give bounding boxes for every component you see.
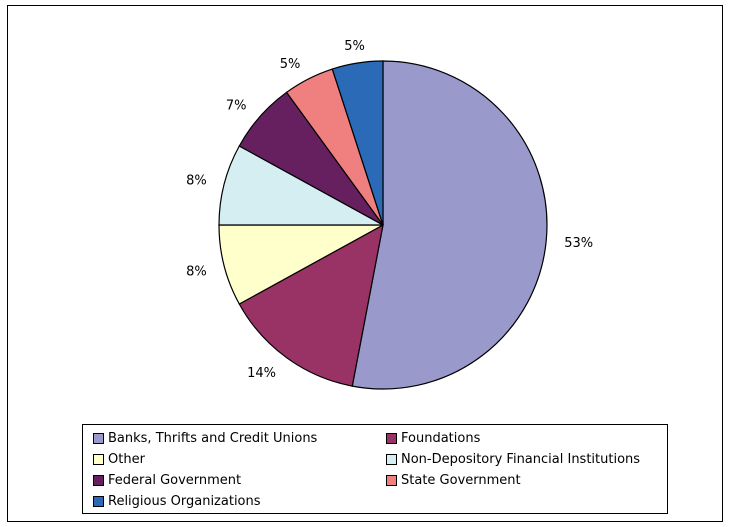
- legend-swatch-non-depository: [386, 453, 397, 465]
- legend-swatch-state: [386, 474, 397, 486]
- legend-item-non-depository: Non-Depository Financial Institutions: [386, 450, 640, 468]
- pie-slice-religious: [331, 60, 384, 226]
- legend-swatch-foundations: [386, 432, 397, 444]
- pie-label-federal: 7%: [226, 99, 247, 114]
- pie-label-other: 8%: [186, 264, 207, 279]
- legend-item-other: Other: [93, 450, 145, 468]
- legend-label-religious: Religious Organizations: [108, 493, 261, 509]
- legend-label-non-depository: Non-Depository Financial Institutions: [401, 451, 641, 467]
- pie-label-religious: 5%: [344, 39, 365, 54]
- legend-item-federal: Federal Government: [93, 471, 241, 489]
- legend-label-other: Other: [108, 451, 145, 467]
- legend-label-foundations: Foundations: [401, 430, 481, 446]
- legend-swatch-religious: [93, 495, 104, 507]
- legend-label-federal: Federal Government: [108, 472, 242, 488]
- chart-legend: Banks, Thrifts and Credit Unions Foundat…: [82, 424, 668, 514]
- legend-label-banks: Banks, Thrifts and Credit Unions: [108, 430, 318, 446]
- legend-item-religious: Religious Organizations: [93, 492, 261, 510]
- pie-label-state: 5%: [280, 57, 301, 72]
- legend-item-foundations: Foundations: [386, 429, 480, 447]
- legend-swatch-other: [93, 453, 104, 465]
- legend-swatch-banks: [93, 432, 104, 444]
- pie-label-non-depository: 8%: [186, 174, 207, 189]
- pie-label-foundations: 14%: [247, 366, 276, 381]
- legend-item-state: State Government: [386, 471, 521, 489]
- legend-label-state: State Government: [401, 472, 521, 488]
- legend-item-banks: Banks, Thrifts and Credit Unions: [93, 429, 317, 447]
- pie-slice-banks: [351, 60, 548, 390]
- legend-swatch-federal: [93, 474, 104, 486]
- pie-label-banks: 53%: [564, 236, 593, 251]
- pie-slice-foundations: [238, 223, 384, 387]
